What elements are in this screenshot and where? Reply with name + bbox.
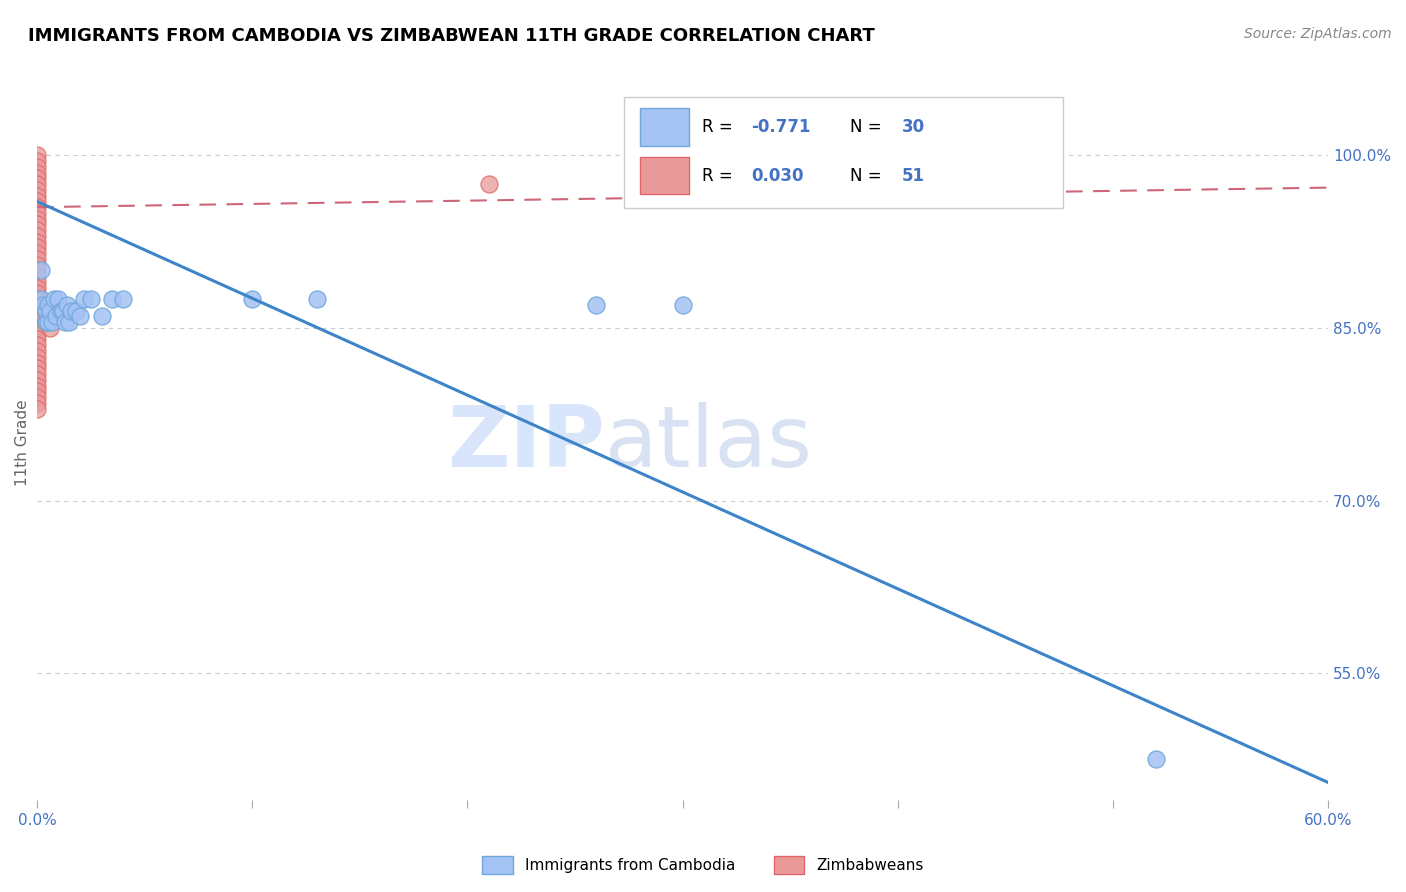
Point: [25, 160, 48, 174]
Point: [25, 286, 48, 301]
Point: [32, 298, 55, 312]
Point: [34, 315, 56, 329]
Point: [25, 166, 48, 180]
Point: [25, 367, 48, 381]
Point: [25, 355, 48, 369]
Point: [34, 303, 56, 318]
Point: [30, 263, 52, 277]
Text: R =: R =: [702, 167, 738, 185]
Point: [60, 303, 83, 318]
Point: [65, 303, 87, 318]
Point: [25, 333, 48, 347]
Point: [52, 303, 75, 318]
Point: [1144, 752, 1167, 766]
Point: [25, 229, 48, 244]
Point: [25, 275, 48, 289]
Point: [25, 378, 48, 392]
Point: [25, 183, 48, 197]
Point: [650, 188, 672, 202]
Text: atlas: atlas: [605, 401, 813, 484]
Point: [25, 200, 48, 214]
Point: [30, 292, 52, 306]
Point: [25, 384, 48, 399]
Point: [25, 310, 48, 324]
Point: [48, 292, 70, 306]
Point: [53, 315, 76, 329]
Legend: Immigrants from Cambodia, Zimbabweans: Immigrants from Cambodia, Zimbabweans: [477, 850, 929, 880]
Point: [38, 310, 60, 324]
Point: [25, 223, 48, 237]
Point: [101, 292, 124, 306]
Point: [25, 390, 48, 404]
Point: [38, 303, 60, 318]
Point: [25, 246, 48, 260]
Point: [34, 315, 56, 329]
Point: [25, 269, 48, 284]
Point: [25, 206, 48, 220]
Point: [25, 315, 48, 329]
Point: [25, 154, 48, 169]
Point: [25, 171, 48, 186]
Text: 51: 51: [903, 167, 925, 185]
Point: [45, 310, 67, 324]
Point: [90, 310, 112, 324]
Point: [25, 338, 48, 352]
Point: [25, 252, 48, 266]
Point: [38, 321, 60, 335]
Point: [25, 401, 48, 416]
Point: [80, 292, 103, 306]
Text: 0.030: 0.030: [751, 167, 803, 185]
Point: [25, 361, 48, 376]
Point: [25, 373, 48, 387]
Point: [44, 292, 66, 306]
Point: [37, 298, 59, 312]
Point: [25, 258, 48, 272]
FancyBboxPatch shape: [640, 157, 689, 194]
Point: [25, 326, 48, 341]
Point: [25, 292, 48, 306]
Point: [69, 310, 91, 324]
Point: [25, 211, 48, 226]
Point: [478, 177, 501, 191]
Point: [25, 148, 48, 162]
Point: [25, 303, 48, 318]
Point: [56, 298, 79, 312]
Text: IMMIGRANTS FROM CAMBODIA VS ZIMBABWEAN 11TH GRADE CORRELATION CHART: IMMIGRANTS FROM CAMBODIA VS ZIMBABWEAN 1…: [28, 27, 875, 45]
Point: [25, 350, 48, 364]
Text: R =: R =: [702, 118, 738, 136]
Point: [73, 292, 96, 306]
Text: 30: 30: [903, 118, 925, 136]
Point: [37, 315, 59, 329]
Point: [49, 303, 72, 318]
Point: [25, 218, 48, 232]
Point: [58, 315, 80, 329]
Text: N =: N =: [851, 118, 887, 136]
Point: [25, 298, 48, 312]
Point: [111, 292, 134, 306]
FancyBboxPatch shape: [640, 109, 689, 145]
Point: [305, 292, 328, 306]
Text: N =: N =: [851, 167, 887, 185]
Point: [25, 263, 48, 277]
Point: [25, 240, 48, 254]
Point: [25, 188, 48, 202]
Point: [25, 235, 48, 249]
Point: [41, 315, 63, 329]
Y-axis label: 11th Grade: 11th Grade: [15, 400, 30, 486]
Point: [25, 344, 48, 359]
Point: [671, 298, 693, 312]
Point: [25, 177, 48, 191]
Text: Source: ZipAtlas.com: Source: ZipAtlas.com: [1244, 27, 1392, 41]
Point: [25, 396, 48, 410]
FancyBboxPatch shape: [624, 97, 1063, 208]
Point: [25, 281, 48, 295]
Point: [585, 298, 607, 312]
Text: ZIP: ZIP: [447, 401, 605, 484]
Text: -0.771: -0.771: [751, 118, 810, 136]
Point: [25, 321, 48, 335]
Point: [240, 292, 263, 306]
Point: [34, 303, 56, 318]
Point: [25, 194, 48, 209]
